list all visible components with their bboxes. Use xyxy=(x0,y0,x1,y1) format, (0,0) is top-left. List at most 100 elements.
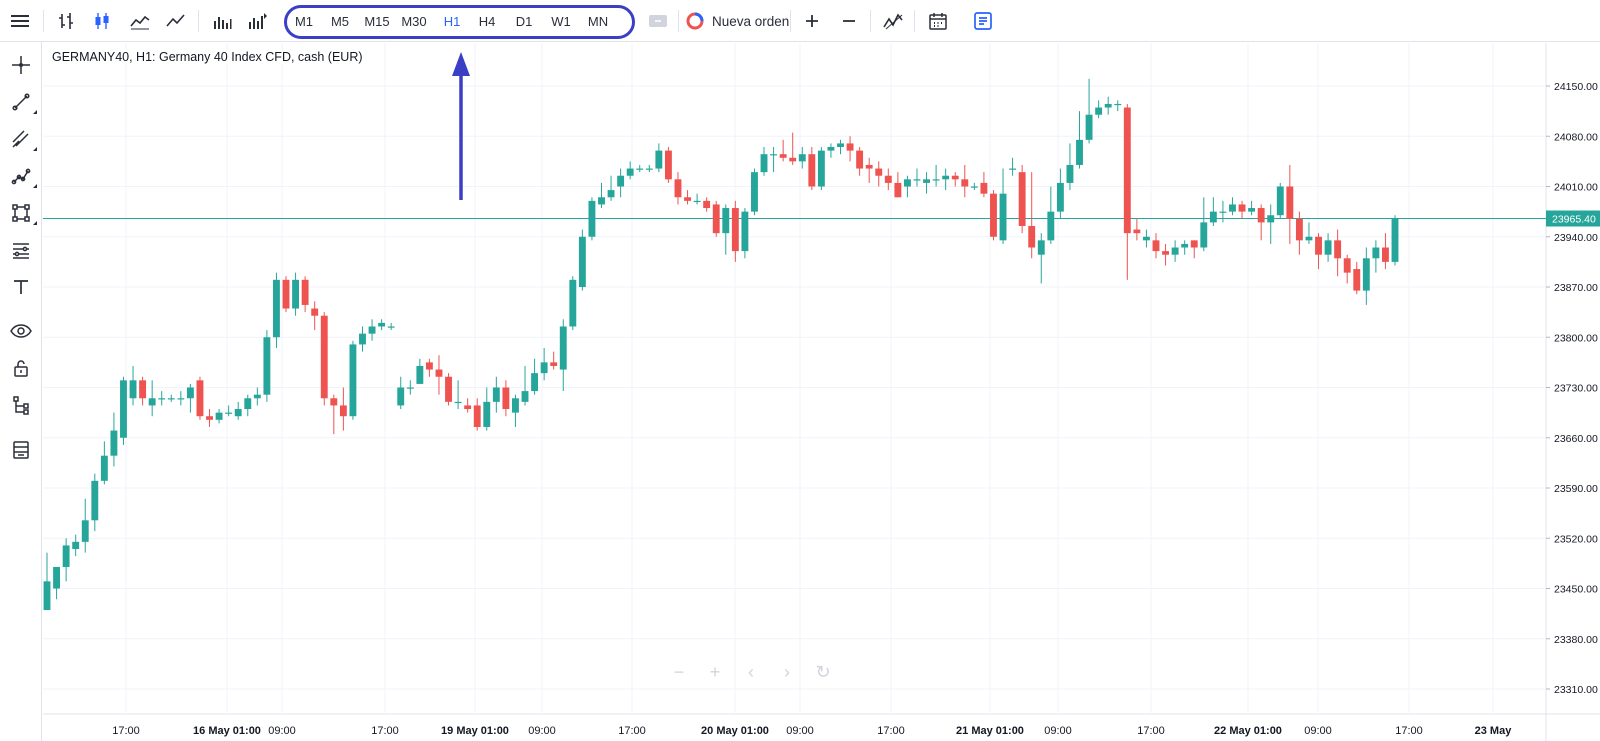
candle xyxy=(1104,96,1112,115)
polyline-icon[interactable] xyxy=(7,162,37,190)
bar-chart-icon[interactable] xyxy=(52,7,80,35)
timeframe-m15[interactable]: M15 xyxy=(364,13,390,29)
nav-zoom-out-icon[interactable]: − xyxy=(673,662,685,682)
candle xyxy=(865,157,873,183)
candle xyxy=(1085,78,1093,144)
candle xyxy=(875,161,883,187)
time-tick-label: 09:00 xyxy=(268,725,296,737)
candle xyxy=(368,319,376,341)
candle xyxy=(100,441,108,485)
candle xyxy=(808,147,816,191)
candle xyxy=(923,172,930,194)
volume-icon[interactable] xyxy=(208,7,236,35)
calendar-icon[interactable] xyxy=(924,7,952,35)
candle xyxy=(779,139,787,162)
hierarchy-icon[interactable] xyxy=(7,391,35,419)
candle xyxy=(1238,200,1246,219)
candle xyxy=(521,365,529,406)
candle xyxy=(578,229,586,291)
notes-icon[interactable] xyxy=(969,7,997,35)
candle xyxy=(1315,233,1322,270)
candle xyxy=(703,197,711,212)
shape-icon[interactable] xyxy=(7,199,37,227)
candle xyxy=(1229,197,1236,216)
layers-icon[interactable] xyxy=(7,436,35,464)
candle xyxy=(531,358,539,395)
channel-icon[interactable] xyxy=(7,125,37,153)
nav-reset-icon[interactable]: ↻ xyxy=(815,662,831,682)
timeframe-d1[interactable]: D1 xyxy=(515,13,533,29)
time-tick-label: 21 May 01:00 xyxy=(956,725,1024,737)
timeframe-h1[interactable]: H1 xyxy=(443,13,461,29)
candle xyxy=(1391,215,1399,266)
candle xyxy=(1018,164,1026,234)
candle xyxy=(512,394,519,427)
price-tick-label: 23660.00 xyxy=(1554,433,1598,445)
menu-icon[interactable] xyxy=(6,7,34,35)
candle xyxy=(435,355,443,395)
candle xyxy=(186,383,194,413)
candle xyxy=(454,380,462,410)
candle xyxy=(263,330,271,402)
current-price-label: 23965.40 xyxy=(1552,214,1596,226)
current-price-badge xyxy=(1546,210,1600,227)
candle xyxy=(43,552,51,611)
crosshair-icon[interactable] xyxy=(7,51,35,79)
candle xyxy=(282,276,290,313)
candle xyxy=(1114,100,1122,112)
candle xyxy=(110,412,118,467)
candle xyxy=(626,161,634,180)
nav-zoom-in-icon[interactable]: + xyxy=(709,662,721,682)
indicators-icon[interactable] xyxy=(879,7,907,35)
candle xyxy=(215,409,223,424)
timeframe-mn[interactable]: MN xyxy=(587,13,609,29)
timeframe-w1[interactable]: W1 xyxy=(551,13,571,29)
eye-icon[interactable] xyxy=(7,317,35,345)
chart-grid xyxy=(43,43,1600,741)
candle xyxy=(722,204,730,255)
candle xyxy=(1276,182,1284,219)
candle xyxy=(339,387,347,431)
candle xyxy=(1257,204,1265,241)
zoom-in-icon[interactable] xyxy=(798,7,826,35)
link-icon[interactable] xyxy=(644,7,672,35)
volume-indicator-icon[interactable] xyxy=(244,7,272,35)
timeframe-m1[interactable]: M1 xyxy=(294,13,314,29)
timeframe-h4[interactable]: H4 xyxy=(478,13,496,29)
candle xyxy=(636,164,644,173)
candle xyxy=(1381,233,1389,270)
candle xyxy=(1248,200,1256,216)
candle xyxy=(846,136,854,162)
candle xyxy=(617,168,625,198)
timeframe-m5[interactable]: M5 xyxy=(330,13,350,29)
candle xyxy=(311,301,319,331)
trend-line-icon[interactable] xyxy=(7,88,37,116)
candle xyxy=(1334,229,1342,277)
candle xyxy=(292,272,300,316)
text-icon[interactable] xyxy=(7,273,35,301)
line-chart-icon[interactable] xyxy=(162,7,190,35)
nav-scroll-right-icon[interactable]: › xyxy=(784,662,790,682)
candle xyxy=(1324,233,1332,262)
nav-scroll-left-icon[interactable]: ‹ xyxy=(748,662,754,682)
timeframe-m30[interactable]: M30 xyxy=(401,13,427,29)
price-tick-label: 23380.00 xyxy=(1554,634,1598,646)
candle xyxy=(550,351,558,370)
candle xyxy=(645,164,653,173)
price-tick-label: 23590.00 xyxy=(1554,483,1598,495)
fib-icon[interactable] xyxy=(7,236,35,264)
candle xyxy=(301,276,309,313)
zoom-out-icon[interactable] xyxy=(835,7,863,35)
candle xyxy=(1190,240,1198,259)
price-tick-label: 24010.00 xyxy=(1554,182,1598,194)
candle xyxy=(1295,211,1303,255)
lock-icon[interactable] xyxy=(7,354,35,382)
candle xyxy=(359,326,366,352)
candle xyxy=(1209,197,1217,226)
time-tick-label: 16 May 01:00 xyxy=(193,725,261,737)
new-order-button[interactable]: Nueva orden xyxy=(686,7,789,35)
candlestick-icon[interactable] xyxy=(88,7,116,35)
candle xyxy=(1353,261,1361,295)
area-chart-icon[interactable] xyxy=(126,7,154,35)
